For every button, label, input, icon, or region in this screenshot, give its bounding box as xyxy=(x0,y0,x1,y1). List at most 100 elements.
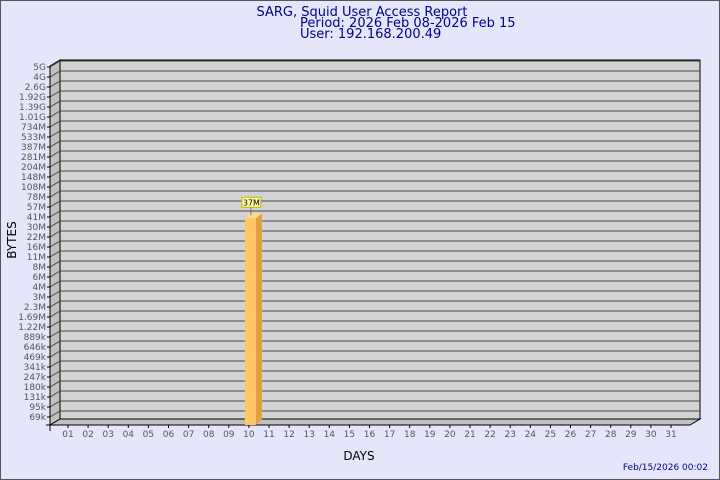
bar-label-box xyxy=(241,196,262,208)
y-tick-label: 1.01G xyxy=(19,113,46,123)
x-tick-label: 08 xyxy=(203,430,215,440)
y-tick-label: 4G xyxy=(33,73,46,83)
x-tick-label: 11 xyxy=(263,430,274,440)
y-tick-label: 95k xyxy=(29,403,46,413)
gridline-side xyxy=(49,260,61,268)
y-tick-label: 1.22M xyxy=(18,323,46,333)
x-axis-label: DAYS xyxy=(343,449,374,463)
x-tick-label: 28 xyxy=(605,430,617,440)
bar-top xyxy=(244,213,262,219)
x-tick-label: 19 xyxy=(424,430,436,440)
y-tick-label: 533M xyxy=(21,133,46,143)
x-tick-label: 10 xyxy=(243,430,255,440)
y-tick-label: 3M xyxy=(33,293,47,303)
x-tick-label: 03 xyxy=(102,430,113,440)
gridline-side xyxy=(49,180,61,188)
gridline-side xyxy=(49,110,61,118)
x-tick-label: 02 xyxy=(82,430,93,440)
y-tick-label: 247k xyxy=(24,373,47,383)
x-tick-label: 21 xyxy=(464,430,475,440)
gridline-side xyxy=(49,400,61,408)
y-tick-label: 108M xyxy=(21,183,46,193)
y-tick-label: 6M xyxy=(33,273,47,283)
x-tick-label: 27 xyxy=(585,430,596,440)
y-tick-label: 1.92G xyxy=(19,93,46,103)
plot-side-wall xyxy=(49,59,61,426)
y-tick-label: 341k xyxy=(24,363,47,373)
gridline-side xyxy=(49,340,61,348)
gridline-side xyxy=(49,390,61,398)
y-tick-label: 57M xyxy=(27,203,46,213)
gridline-side xyxy=(49,150,61,158)
x-tick-label: 31 xyxy=(665,430,676,440)
x-tick-label: 29 xyxy=(625,430,637,440)
gridline-side xyxy=(49,200,61,208)
x-tick-label: 20 xyxy=(444,430,456,440)
gridline-side xyxy=(49,250,61,258)
x-tick-label: 17 xyxy=(384,430,395,440)
y-tick-label: 8M xyxy=(33,263,47,273)
gridline-side xyxy=(49,270,61,278)
plot-area xyxy=(48,59,702,426)
x-tick-label: 30 xyxy=(645,430,657,440)
x-tick-label: 24 xyxy=(525,430,537,440)
x-tick-label: 13 xyxy=(303,430,314,440)
y-tick-label: 2.3M xyxy=(24,303,46,313)
x-tick-label: 14 xyxy=(324,430,336,440)
gridline-side xyxy=(49,310,61,318)
bar-value-label: 37M xyxy=(243,198,260,207)
gridline-side xyxy=(49,300,61,308)
y-tick-label: 281M xyxy=(21,153,46,163)
gridline-side xyxy=(49,360,61,368)
x-tick-label: 01 xyxy=(62,430,73,440)
y-tick-label: 387M xyxy=(21,143,46,153)
chart-subtitle-user: User: 192.168.200.49 xyxy=(300,27,441,42)
gridline-side xyxy=(49,140,61,148)
gridline-side xyxy=(49,220,61,228)
gridline-side xyxy=(49,70,61,78)
y-tick-label: 69k xyxy=(29,413,46,423)
y-tick-label: 646k xyxy=(24,343,47,353)
gridline-side xyxy=(49,160,61,168)
y-tick-label: 5G xyxy=(33,63,46,73)
x-tick-label: 06 xyxy=(163,430,175,440)
gridline-side xyxy=(49,290,61,298)
gridline-side xyxy=(49,190,61,198)
y-tick-label: 22M xyxy=(27,233,46,243)
y-tick-label: 11M xyxy=(27,253,46,263)
gridline-side xyxy=(49,170,61,178)
y-tick-label: 41M xyxy=(27,213,46,223)
bar-side xyxy=(255,213,262,425)
gridline-side xyxy=(49,380,61,388)
y-tick-label: 469k xyxy=(24,353,47,363)
gridline-side xyxy=(49,330,61,338)
plot-back-wall xyxy=(59,59,701,420)
x-tick-label: 22 xyxy=(484,430,495,440)
x-tick-label: 23 xyxy=(504,430,515,440)
x-tick-label: 25 xyxy=(545,430,556,440)
x-tick-label: 15 xyxy=(344,430,355,440)
x-tick-label: 26 xyxy=(565,430,577,440)
y-tick-label: 1.69M xyxy=(18,313,46,323)
y-tick-label: 204M xyxy=(21,163,46,173)
gridline-side xyxy=(49,320,61,328)
chart-subtitle-period: Period: 2026 Feb 08-2026 Feb 15 xyxy=(300,16,516,31)
y-axis-label: BYTES xyxy=(5,221,19,258)
bars: 37M xyxy=(241,196,262,425)
gridline-side xyxy=(49,120,61,128)
y-tick-label: 78M xyxy=(27,193,46,203)
x-tick-label: 16 xyxy=(364,430,376,440)
x-tick-label: 18 xyxy=(404,430,416,440)
y-tick-label: 734M xyxy=(21,123,46,133)
x-tick-label: 05 xyxy=(143,430,154,440)
gridline-side xyxy=(49,60,61,68)
gridline-side xyxy=(49,130,61,138)
gridline-side xyxy=(49,410,61,418)
y-tick-label: 1.39G xyxy=(19,103,46,113)
bar xyxy=(244,218,256,425)
x-tick-label: 04 xyxy=(123,430,135,440)
gridline-side xyxy=(49,230,61,238)
gridline-side xyxy=(49,210,61,218)
y-tick-label: 2.6G xyxy=(25,83,46,93)
